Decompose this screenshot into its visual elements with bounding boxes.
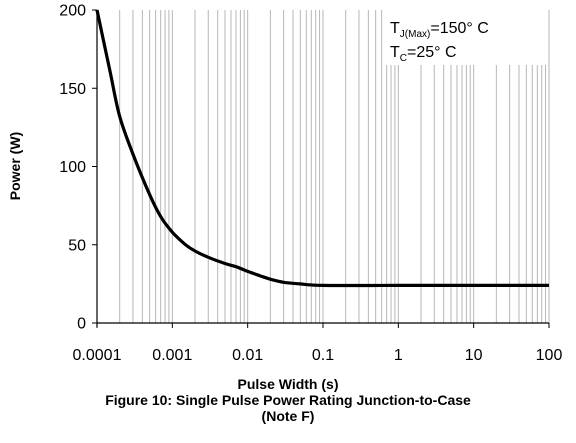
power-rating-chart: TJ(Max)=150° C TC=25° C 0 50 100 150 200 0.00… xyxy=(7,3,562,365)
y-tick-label: 100 xyxy=(59,159,86,176)
power-curve-line xyxy=(95,9,549,288)
figure-caption: Figure 10: Single Pulse Power Rating Jun… xyxy=(105,392,471,408)
x-tick-label: 0.001 xyxy=(152,347,192,364)
legend-line-2: TC=25° C xyxy=(390,44,457,64)
x-tick-label: 0.0001 xyxy=(73,347,122,364)
legend: TJ(Max)=150° C TC=25° C xyxy=(384,10,548,65)
x-tick-label: 0.1 xyxy=(312,347,334,364)
tick-labels: 0 50 100 150 200 0.0001 0.001 0.01 0.1 1 10 100 xyxy=(59,3,562,365)
y-tick-label: 50 xyxy=(68,237,86,254)
legend-line-1: TJ(Max)=150° C xyxy=(390,20,489,40)
y-axis-label: Power (W) xyxy=(7,132,23,200)
x-tick-label: 100 xyxy=(536,347,563,364)
x-tick-label: 1 xyxy=(394,347,403,364)
y-tick-label: 150 xyxy=(59,81,86,98)
x-tick-label: 0.01 xyxy=(232,347,263,364)
grid-lines xyxy=(96,10,550,323)
legend-box xyxy=(384,10,548,65)
x-axis-label: Pulse Width (s) xyxy=(237,376,339,392)
x-tick-label: 10 xyxy=(465,347,483,364)
axes xyxy=(92,9,550,328)
y-tick-label: 0 xyxy=(77,316,86,333)
figure-caption-note: (Note F) xyxy=(261,408,315,424)
series-layer xyxy=(95,9,549,288)
y-tick-label: 200 xyxy=(59,3,86,20)
